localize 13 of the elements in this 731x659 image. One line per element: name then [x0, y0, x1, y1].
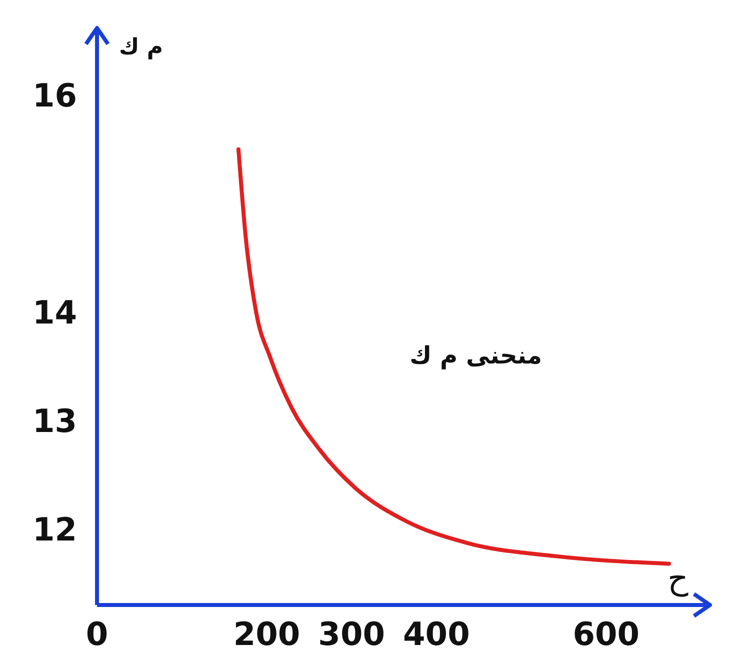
- x-tick-label: 300: [318, 615, 385, 653]
- x-axis-title: ح: [668, 559, 689, 597]
- y-axis-title: م ك: [119, 35, 163, 60]
- line-series: [236, 147, 671, 566]
- y-tick-label: 16: [32, 76, 77, 114]
- x-tick-label: 400: [403, 615, 470, 653]
- annotation: منحنى م ك: [410, 342, 542, 370]
- y-tick-label: 14: [32, 293, 77, 332]
- y-tick-label: 13: [32, 402, 77, 440]
- x-tick-label: 600: [572, 615, 640, 653]
- x-tick-label: 200: [233, 615, 300, 653]
- x-tick-label: 0: [86, 615, 108, 653]
- y-tick-label: 12: [32, 510, 77, 548]
